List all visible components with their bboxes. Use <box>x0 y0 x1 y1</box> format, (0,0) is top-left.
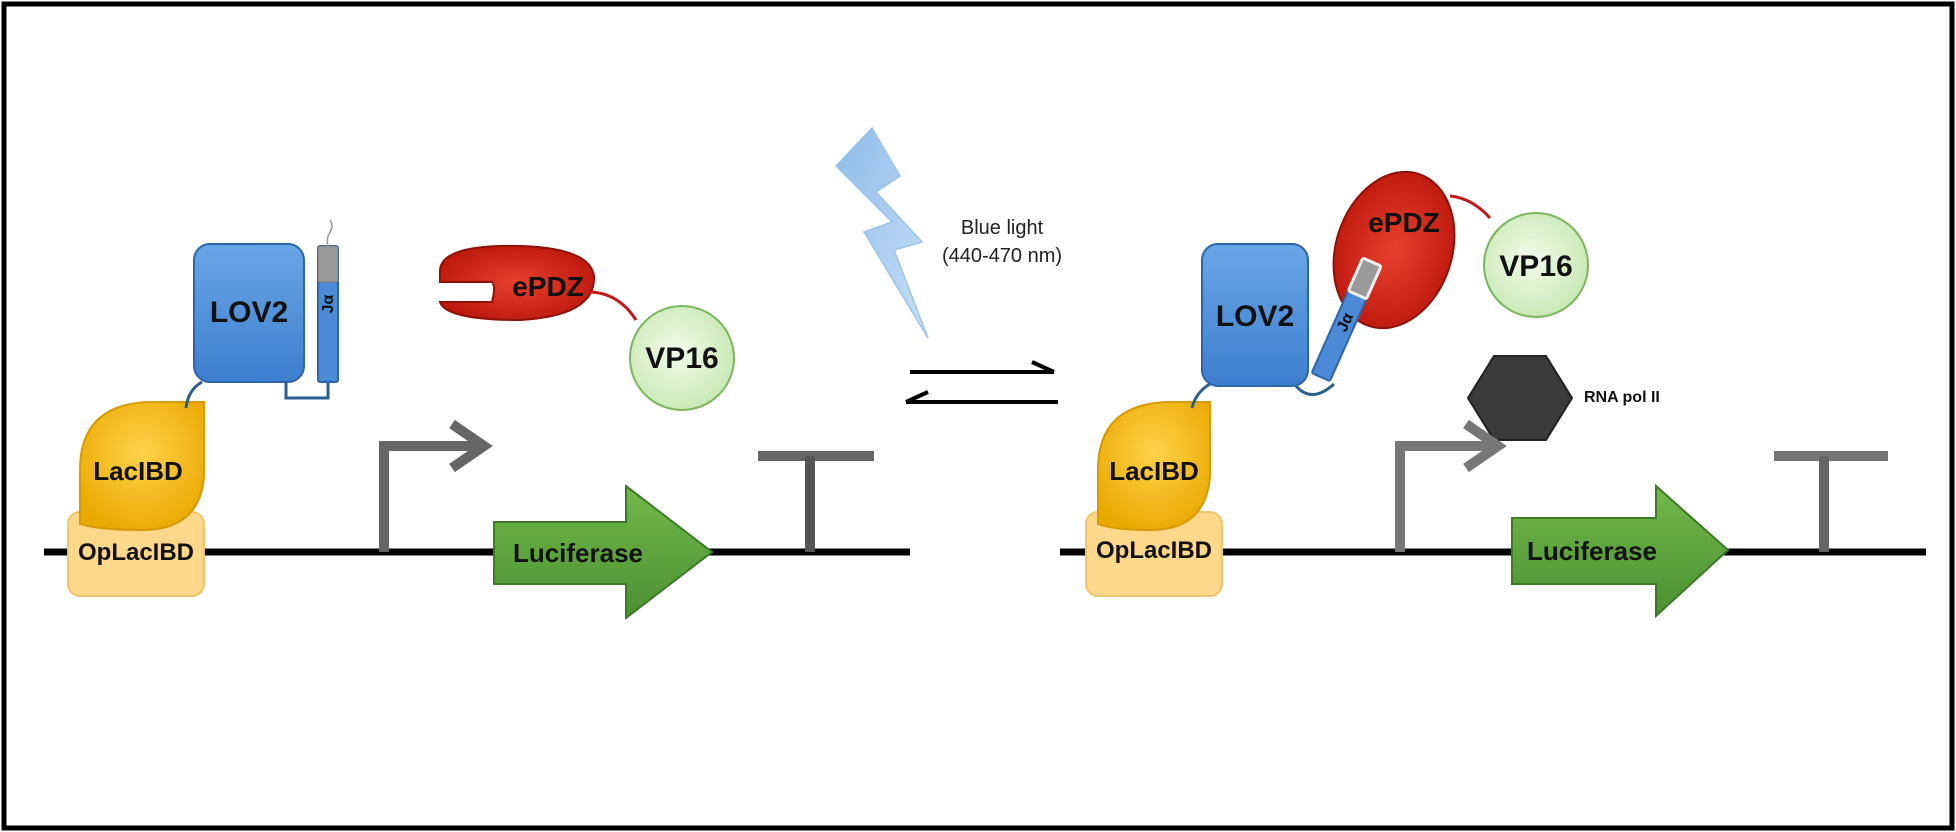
vp16-label-left: VP16 <box>645 342 718 375</box>
vp16-label-right: VP16 <box>1499 250 1572 283</box>
lacibd-label-right: LacIBD <box>1109 456 1199 486</box>
linker-lov-ja-right <box>1294 382 1336 396</box>
right-panel: OpLacIBD LacIBD LOV2 ePDZ Jα VP16 RNA po… <box>1060 170 1926 619</box>
ja-helix-cap-right <box>1347 257 1382 300</box>
lov2-box-right <box>1201 243 1309 387</box>
rna-pol-hexagon <box>1466 355 1574 441</box>
luciferase-arrow-right <box>1511 483 1730 619</box>
left-panel: OpLacIBD LacIBD LOV2 Jα ePDZ VP16 Lucife… <box>44 219 910 621</box>
promoter-arrowhead-right <box>1463 419 1507 473</box>
promoter-arrowhead-left <box>449 419 493 473</box>
linker-epdz-vp16-left <box>587 290 638 321</box>
linker-lac-lov-left <box>184 380 203 409</box>
lacibd-label-left: LacIBD <box>93 456 183 486</box>
luciferase-arrow-left <box>493 483 714 621</box>
lov2-box-left <box>193 243 305 383</box>
promoter-arrow-left <box>379 441 482 552</box>
ja-label-left: Jα <box>320 294 337 313</box>
epdz-label-right: ePDZ <box>1368 207 1440 238</box>
lov2-label-left: LOV2 <box>210 296 288 329</box>
lightning-bolt-icon <box>834 126 929 339</box>
luciferase-label-left: Luciferase <box>513 538 643 568</box>
forward-arrowhead <box>1031 360 1055 374</box>
light-label-line2: (440-470 nm) <box>942 245 1062 267</box>
epdz-label-left: ePDZ <box>512 271 584 302</box>
promoter-arrow-right <box>1395 441 1496 552</box>
ja-helix-cap-left <box>317 245 339 283</box>
light-label-line1: Blue light <box>961 217 1044 239</box>
ja-helix-tail-left <box>326 219 333 247</box>
linker-lov-ja-left <box>284 382 330 400</box>
reverse-arrowhead <box>905 390 929 404</box>
vp16-circle-right <box>1483 212 1589 318</box>
ja-label-right: Jα <box>1334 310 1357 334</box>
vp16-circle-left <box>629 305 735 411</box>
ja-helix-right-group: Jα <box>1311 257 1382 382</box>
lacibd-shape-right <box>1097 401 1211 532</box>
center-panel: Blue light (440-470 nm) <box>834 126 1062 404</box>
luciferase-label-right: Luciferase <box>1527 536 1657 566</box>
lacibd-shape-left <box>79 401 205 532</box>
linker-epdz-vp16-right <box>1449 194 1492 220</box>
epdz-shape-left <box>438 244 596 322</box>
linker-lac-lov-right <box>1190 382 1211 409</box>
oplacibd-label-right: OpLacIBD <box>1096 537 1212 564</box>
lov2-label-right: LOV2 <box>1216 300 1294 333</box>
oplacibd-label-left: OpLacIBD <box>78 539 194 566</box>
rna-pol-label: RNA pol II <box>1584 389 1660 406</box>
